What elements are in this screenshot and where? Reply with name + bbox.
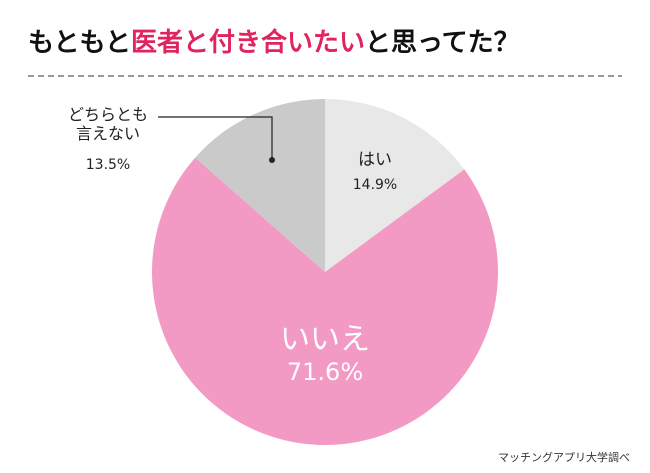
pie-slice [195, 99, 325, 272]
leader-dot [269, 157, 275, 163]
pie [152, 99, 499, 445]
title-part: もともと [28, 28, 131, 58]
leader-line [158, 116, 273, 158]
value-label: 71.6% [286, 358, 364, 386]
title-part: と思ってた？ [364, 28, 520, 58]
chart-title: もともと医者と付き合いたいと思ってた？ [28, 22, 520, 59]
category-label: はい [358, 150, 392, 170]
category-label: いいえ [280, 322, 370, 357]
source: マッチングアプリ大学調べ [498, 451, 630, 464]
title-part: 医者と付き合いたい [130, 28, 365, 58]
category-label: どちらとも 言えない [67, 105, 148, 144]
value-label: 14.9% [352, 177, 398, 193]
value-label: 13.5% [85, 157, 131, 173]
pie-slice [152, 157, 499, 445]
pie-slice [325, 99, 465, 272]
